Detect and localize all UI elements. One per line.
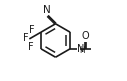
Text: N: N bbox=[43, 5, 51, 15]
Text: N: N bbox=[77, 44, 85, 54]
Text: O: O bbox=[82, 31, 89, 41]
Text: F: F bbox=[29, 25, 35, 35]
Text: H: H bbox=[79, 46, 85, 55]
Text: F: F bbox=[23, 33, 29, 43]
Text: F: F bbox=[28, 42, 34, 52]
